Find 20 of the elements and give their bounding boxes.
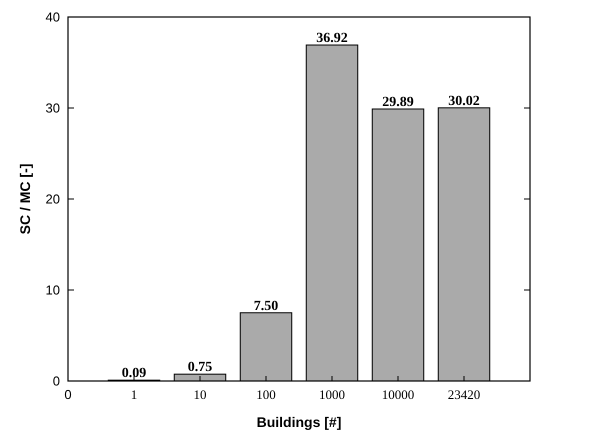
y-tick-label: 30 bbox=[46, 100, 60, 116]
data-label: 7.50 bbox=[254, 298, 278, 314]
y-tick-label: 40 bbox=[46, 10, 60, 25]
x-tick-label: 23420 bbox=[448, 387, 480, 402]
y-tick-label: 0 bbox=[52, 374, 60, 389]
y-axis-title: SC / MC [-] bbox=[17, 164, 33, 234]
data-label: 36.92 bbox=[316, 31, 348, 46]
data-label: 0.09 bbox=[122, 366, 146, 382]
data-label: 29.89 bbox=[382, 95, 414, 110]
x-tick-label: 10 bbox=[194, 387, 206, 402]
y-tick-label: 10 bbox=[46, 282, 60, 298]
data-label: 30.02 bbox=[448, 94, 480, 109]
x-tick-label: 100 bbox=[256, 387, 276, 402]
x-tick-label: 0 bbox=[64, 387, 72, 402]
x-tick-label: 1 bbox=[130, 387, 138, 402]
x-tick-label: 1000 bbox=[319, 387, 345, 402]
data-label: 0.75 bbox=[188, 360, 212, 376]
x-axis-title: Buildings [#] bbox=[256, 414, 342, 430]
y-tick-label: 20 bbox=[46, 192, 60, 207]
x-tick-label: 10000 bbox=[382, 387, 414, 402]
